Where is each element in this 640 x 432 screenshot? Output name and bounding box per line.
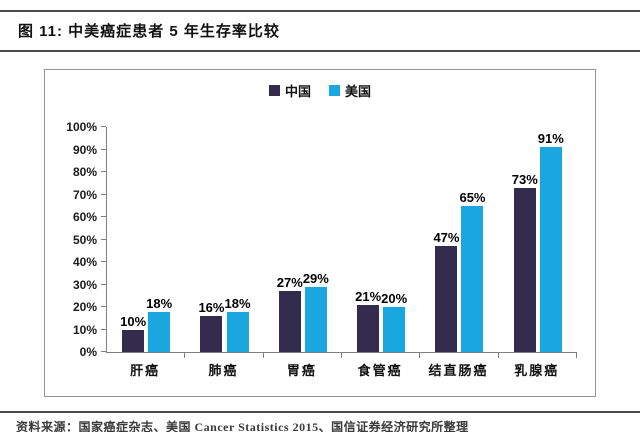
x-axis-tick-mark xyxy=(341,353,342,358)
y-axis-tick-mark xyxy=(101,283,106,285)
x-axis-tick-mark xyxy=(497,353,499,358)
chart-legend: 中国 美国 xyxy=(45,70,595,100)
bar-group-2: 16% 18% xyxy=(185,127,263,352)
bar-value-label: 18% xyxy=(224,295,251,311)
y-axis-tick-label: 40% xyxy=(72,255,97,269)
barwrap: 47% xyxy=(433,230,459,352)
x-axis-tick-mark xyxy=(419,353,421,358)
bar-value-label: 18% xyxy=(146,295,173,311)
barwrap: 18% xyxy=(224,295,251,352)
bar-series-1 xyxy=(357,304,380,352)
plot-wrapper: 100% 90% 80% 70% 60% 50% 40% 30% 20% 10% 0% 10% 18%… xyxy=(45,120,595,359)
y-axis-tick-label: 10% xyxy=(72,322,97,337)
bar-series-1 xyxy=(200,316,223,352)
bar-value-label: 65% xyxy=(459,189,486,205)
y-axis-tick-mark xyxy=(101,216,106,217)
y-axis: 100% 90% 80% 70% 60% 50% 40% 30% 20% 10% 0% xyxy=(45,120,106,359)
barwrap: 29% xyxy=(303,271,329,352)
y-axis-tick-mark xyxy=(101,261,106,262)
y-axis-tick-label: 100% xyxy=(66,120,97,134)
bar-value-label: 10% xyxy=(120,313,147,329)
bar-value-label: 27% xyxy=(276,275,303,291)
barwrap: 27% xyxy=(277,275,303,352)
title-divider-line xyxy=(0,50,640,52)
y-axis-tick-label: 20% xyxy=(72,300,97,314)
bar-value-label: 73% xyxy=(511,171,538,187)
x-axis-category-label: 肝癌 xyxy=(130,363,161,378)
x-axis-labels: 肝癌 肺癌 胃癌 食管癌 结直肠癌 乳腺癌 xyxy=(106,360,576,379)
barwrap: 16% xyxy=(198,300,224,352)
y-axis-tick-mark xyxy=(101,148,106,150)
bar-value-label: 29% xyxy=(302,270,329,286)
y-axis-tick-label: 0% xyxy=(79,345,97,359)
barwrap: 10% xyxy=(120,313,147,352)
bar-series-2 xyxy=(148,311,171,352)
plot-region: 10% 18% 16% 18% 27% 29% 21% 20% 47% 65% 73% 91% xyxy=(101,126,577,358)
barwrap: 21% xyxy=(355,289,381,352)
y-axis-tick-label: 70% xyxy=(72,187,97,202)
y-axis-tick-mark xyxy=(101,328,106,330)
bar-group-1: 10% 18% xyxy=(107,127,185,352)
bar-series-1 xyxy=(513,187,536,352)
legend-item: 中国 xyxy=(268,81,311,100)
y-axis-tick-mark xyxy=(101,171,106,172)
x-axis-tick-mark xyxy=(262,353,264,358)
x-axis-category-label: 结直肠癌 xyxy=(428,363,489,378)
bar-series-2 xyxy=(539,147,562,352)
bar-group-3: 27% 29% xyxy=(264,127,342,352)
x-axis-category-label: 胃癌 xyxy=(286,363,317,378)
bar-series-2 xyxy=(383,307,406,352)
y-axis-tick-label: 60% xyxy=(72,210,97,224)
x-axis-category-label: 乳腺癌 xyxy=(514,363,560,378)
bar-value-label: 16% xyxy=(198,300,225,315)
legend-swatch xyxy=(268,85,280,96)
bar-series-2 xyxy=(461,205,484,352)
legend-label: 中国 xyxy=(284,84,311,99)
bar-group-5: 47% 65% xyxy=(420,127,498,352)
y-axis-tick-mark xyxy=(101,126,106,127)
figure-title: 图 11: 中美癌症患者 5 年生存率比较 xyxy=(18,23,280,40)
bar-series-1 xyxy=(278,291,301,352)
bar-series-2 xyxy=(304,286,327,352)
bar-value-label: 91% xyxy=(537,131,564,147)
bar-series-1 xyxy=(435,246,458,352)
bar-series-2 xyxy=(226,311,249,352)
barwrap: 91% xyxy=(538,131,564,352)
y-axis-tick-label: 80% xyxy=(72,165,97,179)
bar-value-label: 47% xyxy=(433,230,460,246)
y-axis-tick-mark xyxy=(101,351,106,352)
y-axis-tick-mark xyxy=(101,193,106,195)
x-axis-tick-mark xyxy=(576,353,577,358)
y-axis-tick-mark xyxy=(101,306,106,307)
bar-value-label: 20% xyxy=(381,291,408,306)
legend-label: 美国 xyxy=(345,84,372,99)
x-axis-tick-mark xyxy=(184,353,186,358)
x-axis-category-label: 食管癌 xyxy=(357,363,403,378)
y-axis-tick-mark xyxy=(101,238,106,240)
legend-swatch xyxy=(329,85,340,96)
y-axis-tick-label: 30% xyxy=(72,277,97,292)
barwrap: 65% xyxy=(459,189,486,352)
barwrap: 18% xyxy=(146,295,173,352)
footer-divider-line xyxy=(0,411,640,413)
y-axis-tick-label: 90% xyxy=(72,142,97,157)
barwrap: 73% xyxy=(512,172,538,352)
bar-group-6: 73% 91% xyxy=(499,127,577,352)
top-divider-line xyxy=(0,10,640,12)
legend-item: 美国 xyxy=(329,81,371,100)
y-axis-tick-label: 50% xyxy=(72,232,97,247)
bar-value-label: 21% xyxy=(355,288,382,304)
x-axis-category-label: 肺癌 xyxy=(208,363,239,378)
bar-series-1 xyxy=(122,329,145,352)
chart-area: 中国 美国 100% 90% 80% 70% 60% 50% 40% 30% 20% 10% 0% 1… xyxy=(44,69,596,397)
barwrap: 20% xyxy=(381,291,407,352)
bar-group-4: 21% 20% xyxy=(342,127,420,352)
source-note: 资料来源：国家癌症杂志、美国 Cancer Statistics 2015、国信… xyxy=(16,420,469,432)
